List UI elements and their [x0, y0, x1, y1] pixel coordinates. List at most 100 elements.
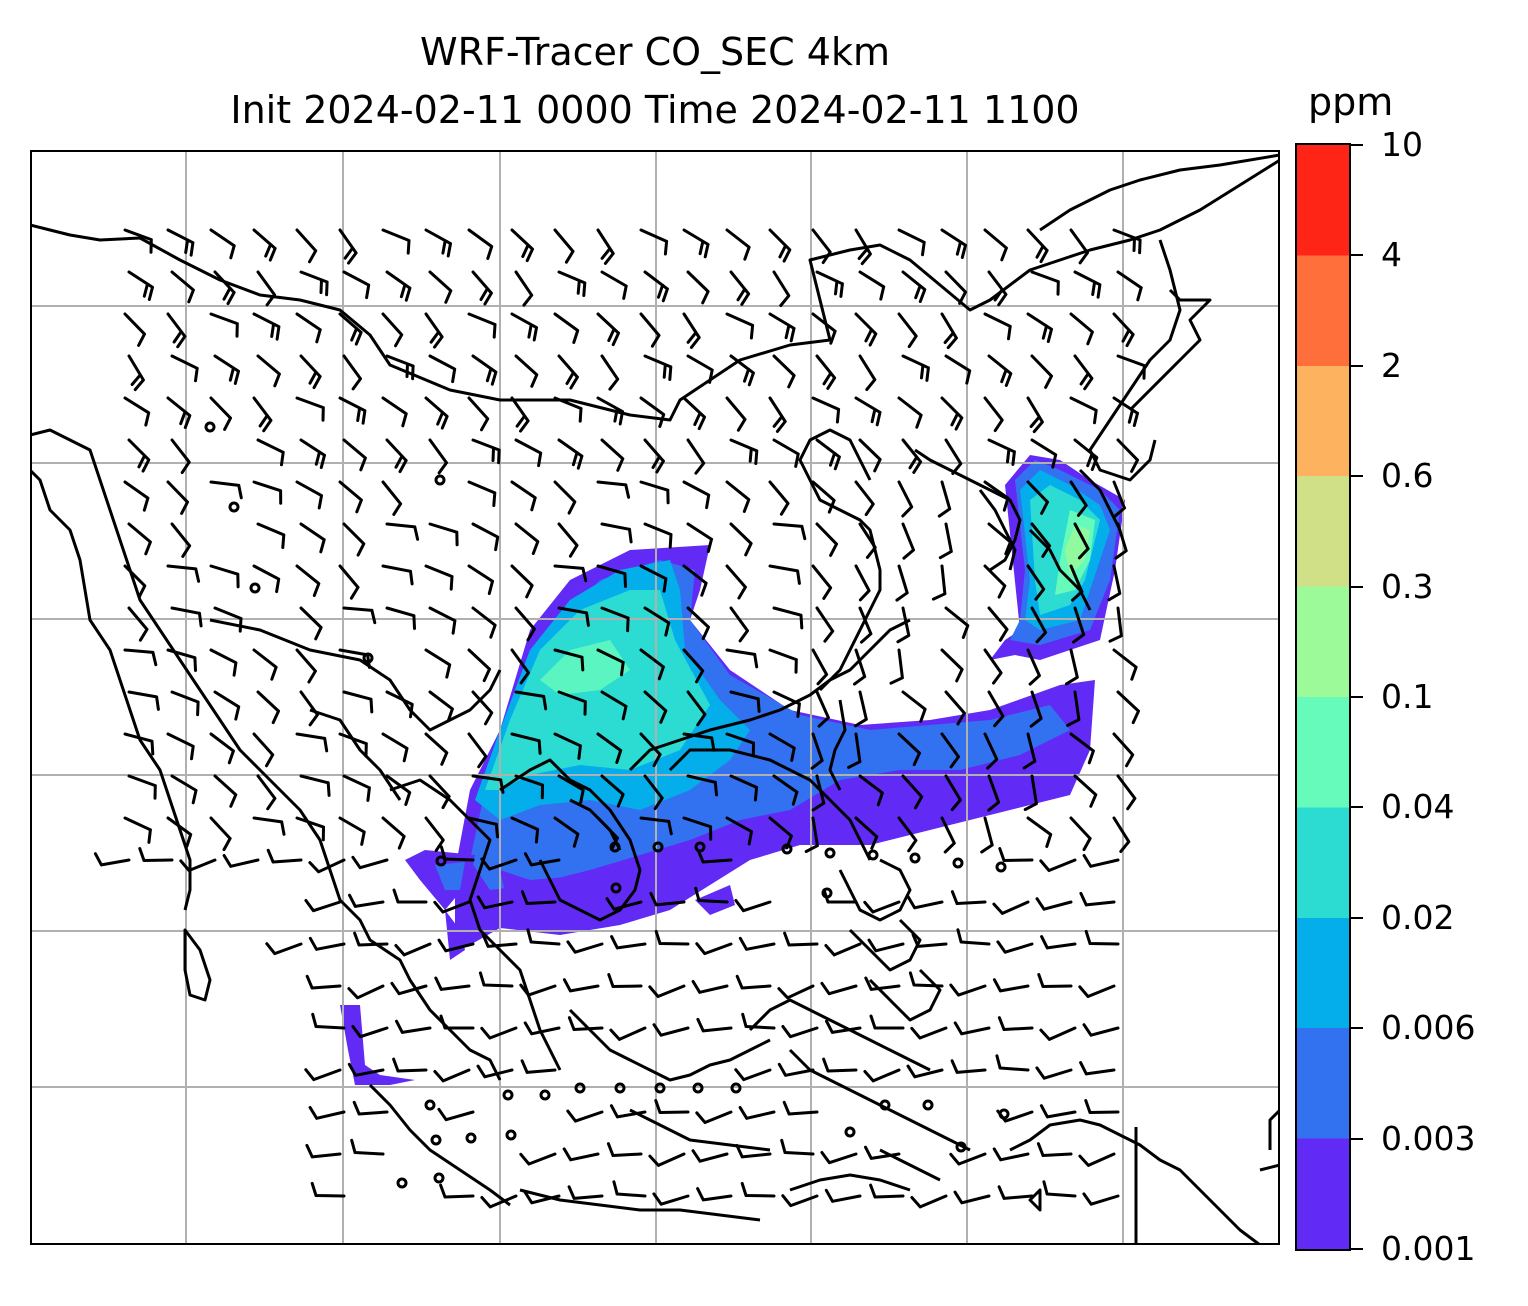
wind-barb [696, 848, 733, 864]
wind-barb [1040, 935, 1077, 950]
wind-barb [385, 354, 415, 381]
wind-barb [342, 606, 377, 625]
wind-barb [858, 438, 882, 473]
map-title-line1: WRF-Tracer CO_SEC 4km [420, 30, 890, 74]
wind-barb [523, 1190, 561, 1205]
wind-barb [858, 774, 884, 807]
wind-barb [467, 732, 488, 769]
wind-barb [1073, 270, 1102, 299]
wind-barb [252, 228, 277, 262]
wind-barb [467, 480, 497, 507]
wind-barb [729, 774, 759, 802]
wind-barb [609, 1026, 647, 1041]
wind-barb [983, 564, 1007, 599]
wind-barb [741, 1012, 776, 1030]
wind-barb [381, 480, 403, 516]
wind-barb [1116, 270, 1143, 302]
wind-barb [811, 312, 837, 345]
wind-barb [820, 981, 858, 996]
wind-barb [682, 396, 706, 431]
wind-barb [467, 228, 494, 260]
wind-barb [510, 648, 530, 685]
wind-barb [738, 936, 776, 951]
wind-barb [649, 891, 686, 907]
wind-barb [1116, 438, 1139, 473]
wind-barb [342, 522, 366, 557]
wind-barb [987, 774, 1001, 812]
wind-barb [252, 396, 273, 433]
wind-barb [815, 606, 835, 643]
wind-barb [768, 564, 801, 585]
wind-barb [510, 228, 534, 263]
wind-barb [854, 816, 879, 850]
wind-barb [1078, 1152, 1116, 1167]
wind-barb [170, 522, 192, 558]
wind-barb [338, 648, 371, 669]
wind-barb [612, 1180, 647, 1198]
wind-barb [895, 564, 909, 602]
wind-barb [510, 396, 530, 433]
wind-barb [811, 774, 826, 812]
wind-barb [209, 648, 238, 677]
wind-barb [1039, 858, 1077, 872]
wind-barb [480, 857, 518, 871]
wind-barb [352, 1100, 389, 1116]
wind-barb [682, 480, 711, 510]
wind-barb [643, 522, 673, 549]
wind-barb [256, 354, 281, 388]
wind-barb [295, 648, 317, 684]
wind-barb [1026, 396, 1044, 434]
wind-barb [338, 396, 367, 425]
wind-barb [824, 942, 862, 957]
wind-barb [853, 648, 867, 686]
wind-barb [643, 354, 673, 381]
wind-barb [686, 774, 718, 797]
wind-barb [381, 732, 409, 763]
wind-barb [381, 816, 406, 850]
wind-barb [305, 1143, 342, 1159]
wind-barb [166, 312, 187, 349]
wind-barb [439, 845, 475, 862]
wind-barb [600, 690, 628, 721]
wind-barb [514, 438, 543, 468]
wind-barb [772, 438, 800, 468]
wind-barb [897, 396, 923, 429]
wind-barb [256, 270, 276, 307]
wind-barb [166, 732, 195, 761]
wind-barb [908, 971, 944, 988]
wind-barb [510, 816, 540, 844]
wind-barb [433, 900, 471, 914]
wind-barb [562, 1147, 600, 1162]
colorbar [1295, 143, 1351, 1251]
wind-barb [772, 606, 804, 630]
wind-barb [1035, 897, 1073, 911]
wind-barb [825, 1019, 862, 1034]
wind-barb [869, 1183, 905, 1199]
wind-barb [639, 396, 666, 428]
wind-barb [467, 564, 494, 595]
wind-barb [729, 522, 753, 557]
wind-barb [1026, 816, 1053, 848]
wind-barb [170, 606, 203, 628]
colorbar-tick [1351, 254, 1363, 257]
wind-barb [938, 522, 953, 560]
map-panel[interactable] [30, 150, 1280, 1245]
wind-barb [950, 890, 987, 905]
wind-barb [557, 690, 587, 716]
wind-barb [1039, 1104, 1077, 1119]
wind-barb [304, 1068, 342, 1082]
wind-barb [437, 938, 475, 953]
wind-barb [256, 774, 277, 811]
wind-barb [987, 270, 1008, 307]
wind-barb [1073, 522, 1090, 560]
wind-barb [127, 690, 160, 711]
wind-barb [385, 690, 414, 719]
colorbar-tick [1351, 144, 1363, 146]
wind-barb [983, 228, 1008, 262]
wind-barb [940, 816, 956, 854]
wind-barb [596, 228, 615, 265]
wind-barb [901, 774, 924, 810]
wind-barb [780, 1138, 815, 1156]
wind-barb [123, 228, 153, 254]
wind-barb [639, 564, 668, 593]
